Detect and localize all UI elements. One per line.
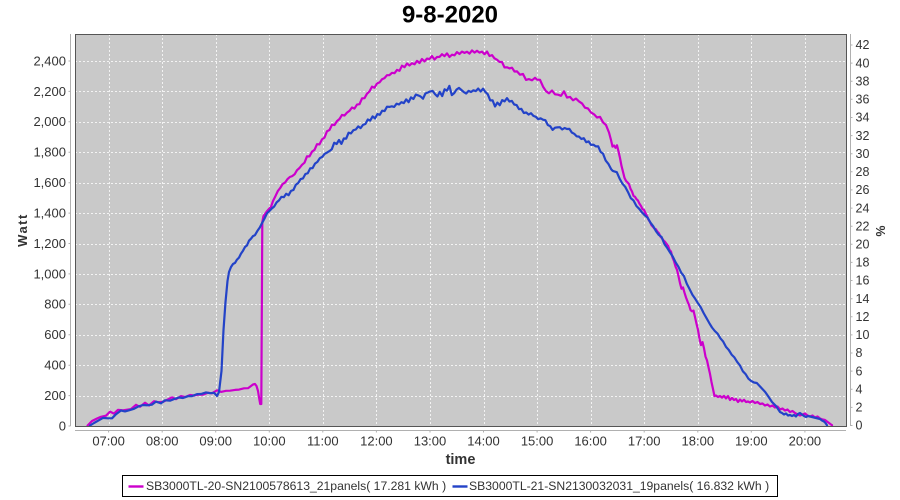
svg-text:1,400: 1,400 <box>33 206 66 221</box>
svg-text:17:00: 17:00 <box>628 434 661 449</box>
svg-text:1,200: 1,200 <box>33 236 66 251</box>
svg-text:24: 24 <box>856 201 870 215</box>
svg-text:SB3000TL-20-SN2100578613_21pan: SB3000TL-20-SN2100578613_21panels( 17.28… <box>146 479 446 493</box>
svg-text:36: 36 <box>856 93 870 107</box>
svg-text:2: 2 <box>856 401 863 415</box>
svg-text:2,200: 2,200 <box>33 84 66 99</box>
svg-text:time: time <box>446 452 476 468</box>
svg-text:38: 38 <box>856 74 870 88</box>
svg-text:34: 34 <box>856 111 870 125</box>
svg-text:13:00: 13:00 <box>414 434 447 449</box>
svg-text:42: 42 <box>856 38 870 52</box>
svg-text:16:00: 16:00 <box>574 434 607 449</box>
svg-text:20:00: 20:00 <box>789 434 822 449</box>
svg-text:8: 8 <box>856 346 863 360</box>
svg-text:28: 28 <box>856 165 870 179</box>
svg-text:400: 400 <box>44 358 66 373</box>
svg-text:30: 30 <box>856 147 870 161</box>
svg-text:12: 12 <box>856 310 870 324</box>
svg-text:6: 6 <box>856 364 863 378</box>
svg-text:16: 16 <box>856 274 870 288</box>
svg-text:20: 20 <box>856 238 870 252</box>
svg-text:%: % <box>873 225 887 236</box>
svg-text:14:00: 14:00 <box>467 434 500 449</box>
svg-text:11:00: 11:00 <box>307 434 339 449</box>
svg-text:200: 200 <box>44 388 66 403</box>
svg-text:1,600: 1,600 <box>33 175 66 190</box>
svg-text:0: 0 <box>856 419 863 433</box>
svg-text:4: 4 <box>856 383 863 397</box>
svg-text:18: 18 <box>856 256 870 270</box>
svg-text:1,800: 1,800 <box>33 145 66 160</box>
svg-text:07:00: 07:00 <box>92 434 125 449</box>
svg-text:22: 22 <box>856 219 870 233</box>
svg-text:1,000: 1,000 <box>33 266 66 281</box>
svg-text:19:00: 19:00 <box>735 434 768 449</box>
svg-text:32: 32 <box>856 129 870 143</box>
svg-text:9-8-2020: 9-8-2020 <box>402 1 498 28</box>
svg-text:800: 800 <box>44 297 66 312</box>
svg-text:SB3000TL-21-SN2130032031_19pan: SB3000TL-21-SN2130032031_19panels( 16.83… <box>469 479 769 493</box>
svg-text:600: 600 <box>44 327 66 342</box>
svg-text:08:00: 08:00 <box>146 434 179 449</box>
svg-text:09:00: 09:00 <box>199 434 232 449</box>
svg-text:2,400: 2,400 <box>33 53 66 68</box>
svg-text:40: 40 <box>856 56 870 70</box>
svg-text:12:00: 12:00 <box>360 434 393 449</box>
svg-text:2,000: 2,000 <box>33 114 66 129</box>
svg-text:18:00: 18:00 <box>682 434 715 449</box>
svg-text:15:00: 15:00 <box>521 434 554 449</box>
svg-text:0: 0 <box>59 418 66 433</box>
svg-text:14: 14 <box>856 292 870 306</box>
svg-text:Watt: Watt <box>15 213 30 247</box>
svg-text:26: 26 <box>856 183 870 197</box>
svg-text:10:00: 10:00 <box>253 434 286 449</box>
svg-text:10: 10 <box>856 328 870 342</box>
